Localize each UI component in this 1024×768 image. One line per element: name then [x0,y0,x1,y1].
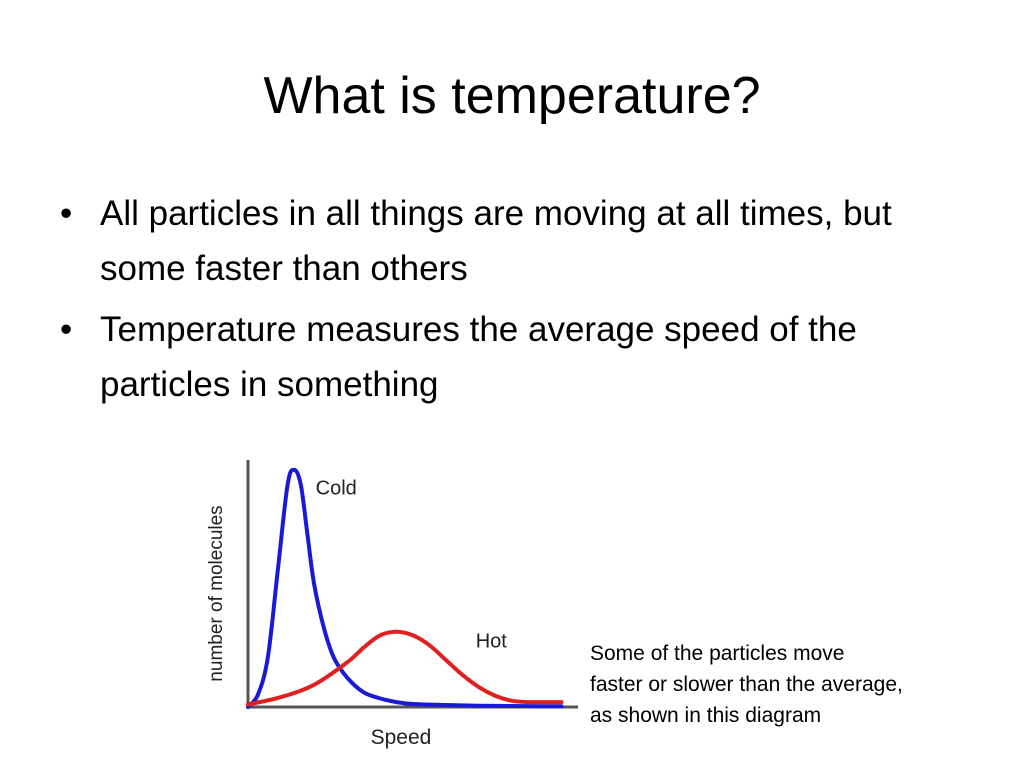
bullet-item: • All particles in all things are moving… [60,186,960,296]
series-line-hot [246,629,564,707]
slide-title: What is temperature? [263,67,761,125]
bullet-list: • All particles in all things are moving… [60,186,960,418]
chart-caption: Some of the particles move faster or slo… [590,638,970,731]
series-label-hot: Hot [476,631,508,653]
bullet-text: Temperature measures the average speed o… [100,310,857,404]
bullet-text: All particles in all things are moving a… [100,194,892,288]
bullet-icon: • [60,310,73,349]
chart-svg: number of molecules Speed Cold Hot [206,460,578,749]
bullet-icon: • [60,194,73,233]
speed-distribution-chart: number of molecules Speed Cold Hot [200,452,590,758]
caption-line: Some of the particles move [590,642,845,665]
bullet-item: • Temperature measures the average speed… [60,302,960,412]
series-label-cold: Cold [316,478,357,500]
y-axis-label: number of molecules [206,505,227,681]
series-line-cold [246,467,564,709]
caption-line: as shown in this diagram [590,704,822,727]
x-axis-label: Speed [371,726,432,749]
caption-line: faster or slower than the average, [590,673,903,696]
